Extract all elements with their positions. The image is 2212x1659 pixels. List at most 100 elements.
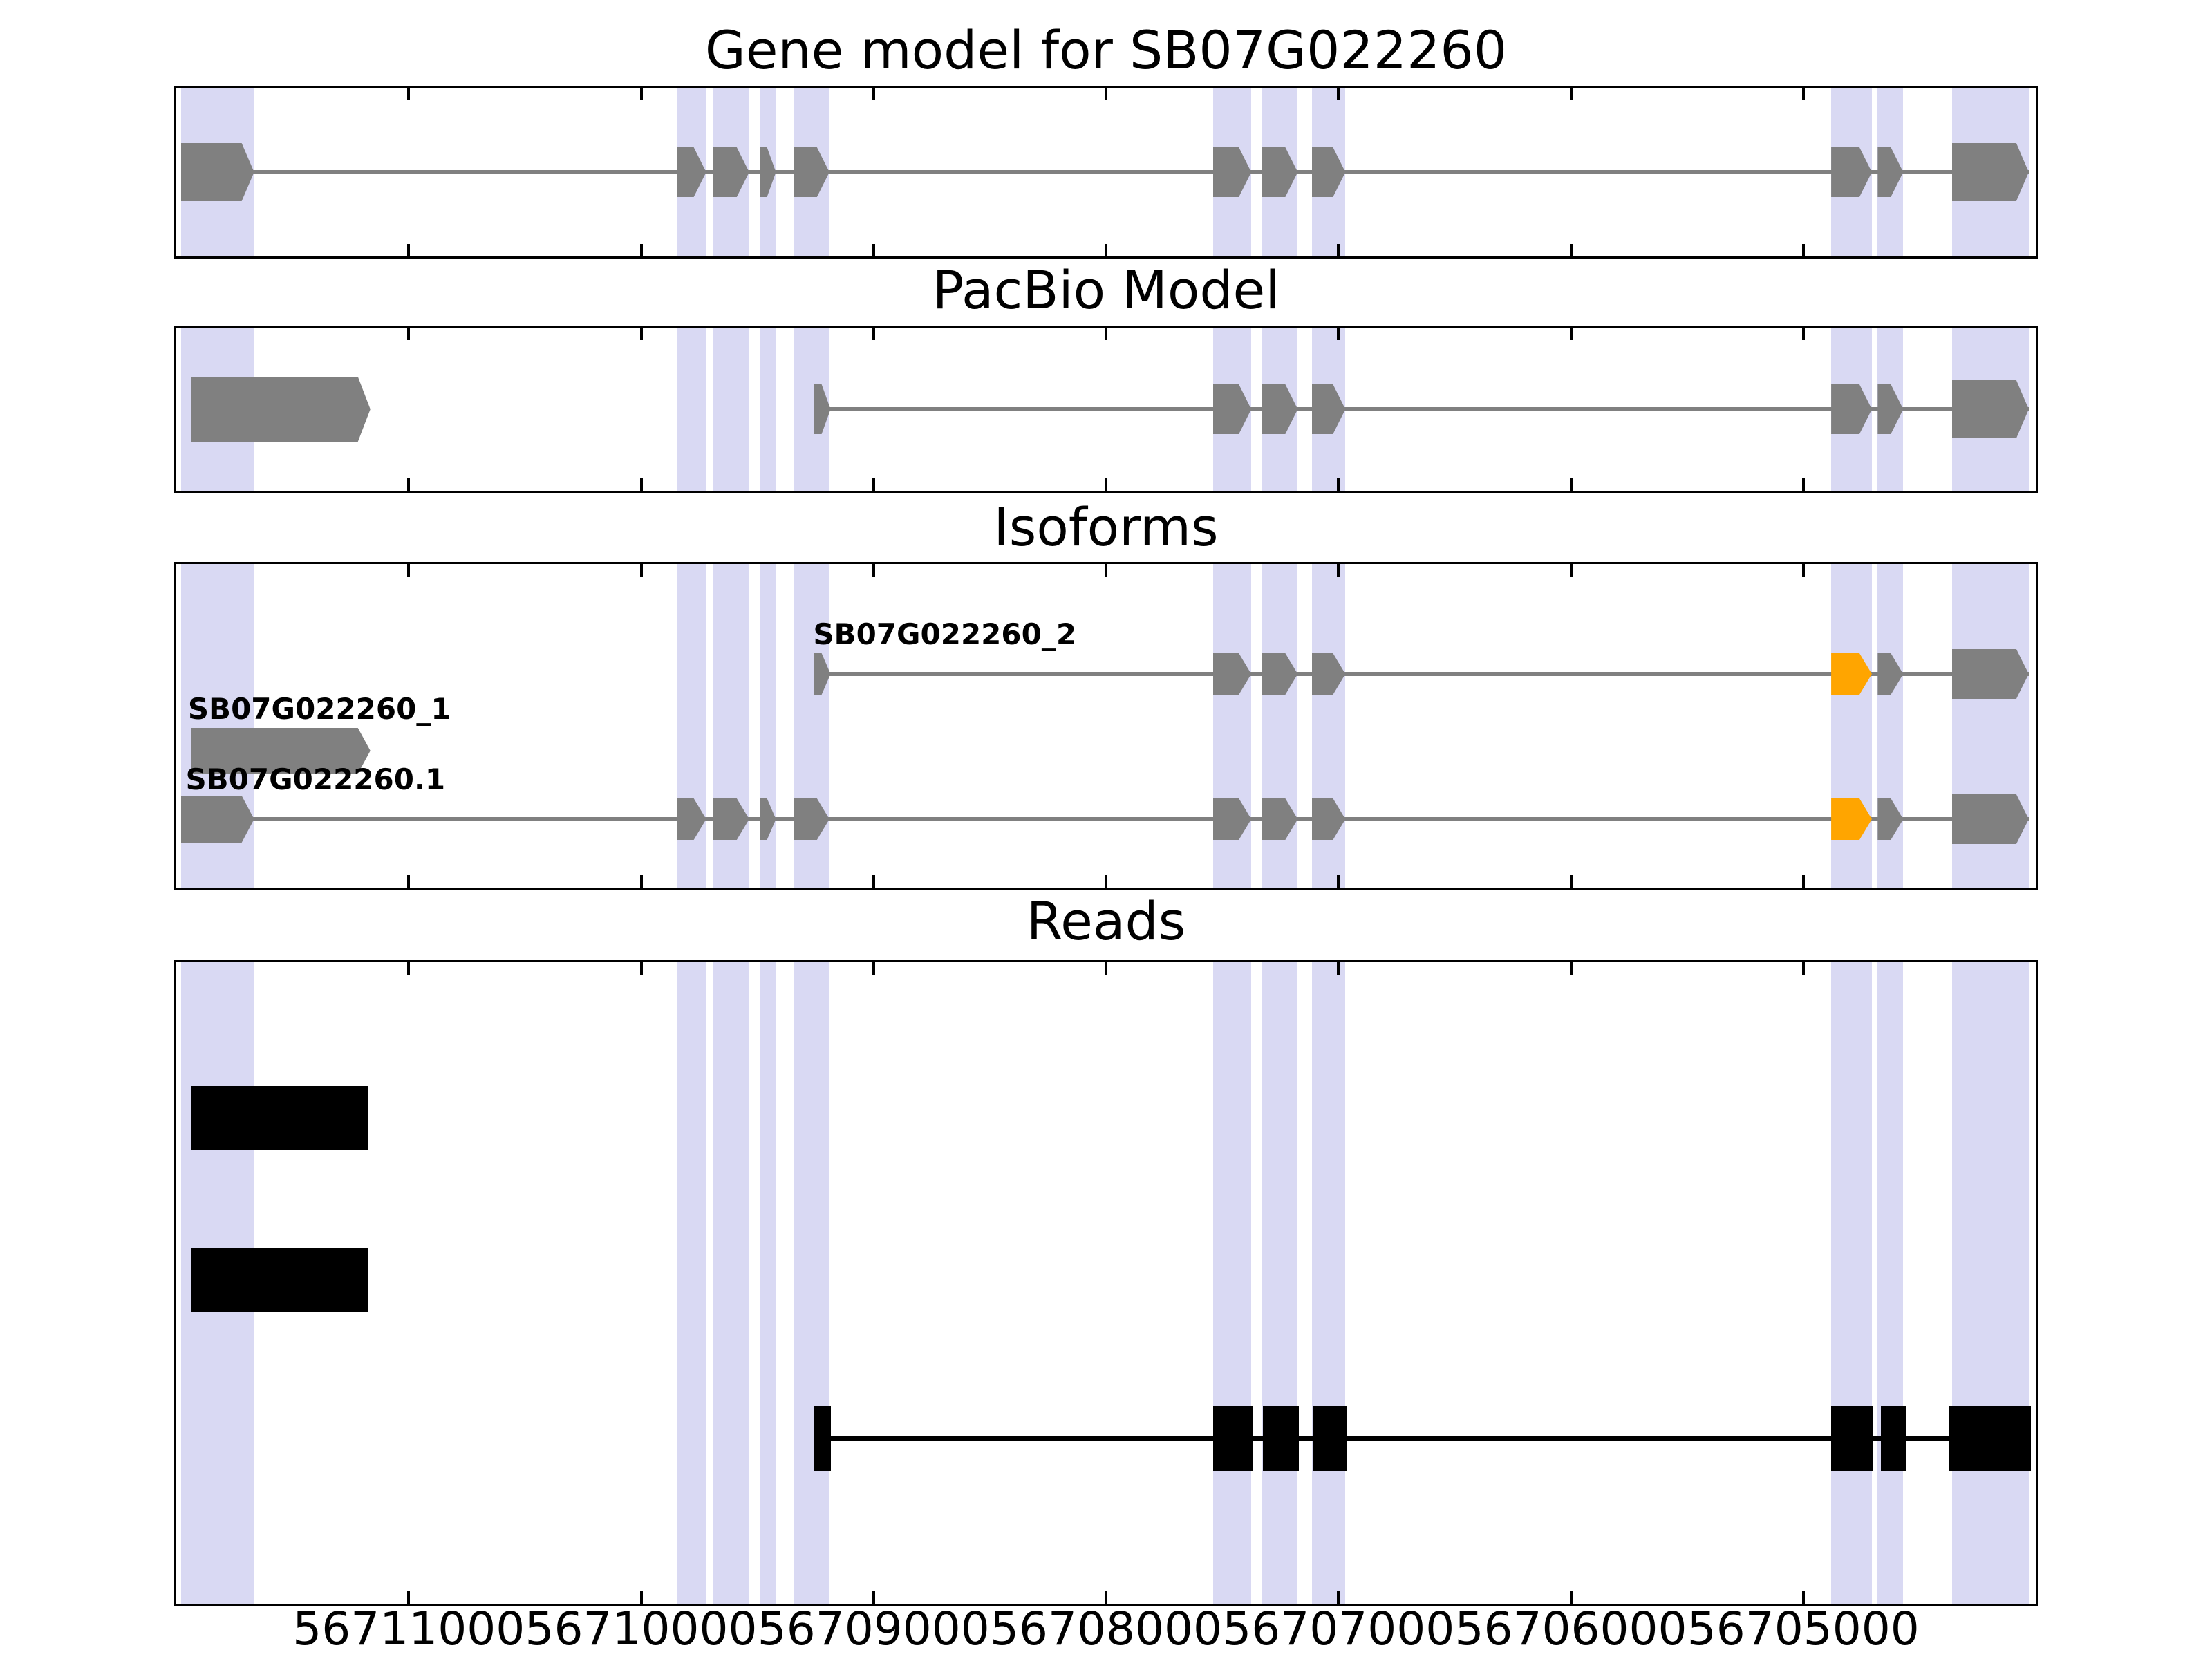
axis-tick	[407, 875, 411, 888]
panel-gene-model	[174, 86, 2038, 259]
isoform-label: SB07G022260_1	[187, 692, 451, 726]
highlight-band	[677, 328, 706, 491]
axis-tick	[1105, 1591, 1107, 1604]
axis-tick	[407, 564, 411, 577]
axis-tick	[1801, 564, 1805, 577]
axis-tick	[407, 478, 411, 491]
highlight-band	[677, 962, 706, 1604]
axis-tick	[1105, 478, 1107, 491]
axis-tick	[1569, 244, 1573, 256]
x-tick-label: 56706000	[1454, 1602, 1687, 1656]
axis-tick	[407, 1591, 411, 1604]
axis-tick	[1801, 88, 1805, 100]
axis-tick	[639, 1591, 643, 1604]
highlight-band	[1831, 962, 1872, 1604]
axis-tick	[1105, 328, 1107, 340]
intron-line	[180, 817, 2029, 821]
axis-tick	[872, 88, 875, 100]
axis-tick	[872, 1591, 875, 1604]
intron-line	[814, 672, 2029, 676]
panel-title-gene-model: Gene model for SB07G022260	[704, 19, 1508, 81]
x-tick-label: 56711000	[292, 1602, 525, 1656]
axis-tick	[872, 244, 875, 256]
axis-tick	[639, 88, 643, 100]
x-tick-label: 56707000	[1222, 1602, 1455, 1656]
axis-tick	[407, 962, 411, 975]
axis-tick	[407, 244, 411, 256]
axis-tick	[1337, 478, 1340, 491]
highlight-band	[1951, 962, 2029, 1604]
panel-isoforms: SB07G022260_2 SB07G022260_1 SB07G022260.1	[174, 562, 2038, 890]
axis-tick	[872, 328, 875, 340]
intron-line	[814, 1436, 2032, 1441]
axis-tick	[1569, 962, 1573, 975]
axis-tick	[1569, 478, 1573, 491]
highlight-band	[713, 328, 749, 491]
exon-block	[1951, 380, 2029, 438]
intron-line	[180, 170, 2029, 174]
exon-block	[1951, 794, 2029, 844]
panel-title-reads: Reads	[1026, 890, 1186, 952]
axis-tick	[1569, 328, 1573, 340]
axis-tick	[407, 328, 411, 340]
read-block	[1262, 1406, 1300, 1471]
axis-tick	[872, 962, 875, 975]
x-tick-label: 56705000	[1687, 1602, 1920, 1656]
axis-tick	[1801, 962, 1805, 975]
axis-tick	[639, 328, 643, 340]
panel-pacbio-model	[174, 326, 2038, 493]
axis-tick	[639, 564, 643, 577]
isoform-label: SB07G022260.1	[185, 762, 446, 796]
axis-tick	[1569, 88, 1573, 100]
x-tick-label: 56709000	[757, 1602, 990, 1656]
read-block	[1212, 1406, 1253, 1471]
highlight-band	[759, 328, 776, 491]
read-block	[191, 1248, 368, 1312]
axis-tick	[1801, 1591, 1805, 1604]
exon-block	[1951, 143, 2029, 201]
axis-tick	[1801, 875, 1805, 888]
highlight-band	[713, 962, 749, 1604]
exon-block	[180, 796, 254, 843]
axis-tick	[639, 875, 643, 888]
axis-tick	[1801, 478, 1805, 491]
axis-tick	[1569, 564, 1573, 577]
axis-tick	[1569, 1591, 1573, 1604]
axis-tick	[1337, 244, 1340, 256]
panel-reads	[174, 960, 2038, 1606]
axis-tick	[872, 564, 875, 577]
axis-tick	[407, 88, 411, 100]
axis-tick	[1105, 875, 1107, 888]
highlight-band	[759, 962, 776, 1604]
axis-tick	[1105, 88, 1107, 100]
axis-tick	[639, 244, 643, 256]
isoform-label: SB07G022260_2	[813, 617, 1077, 651]
read-block	[1313, 1406, 1347, 1471]
highlight-band	[1212, 962, 1252, 1604]
highlight-band	[1262, 962, 1298, 1604]
axis-tick	[1801, 328, 1805, 340]
axis-tick	[1337, 88, 1340, 100]
axis-tick	[1801, 244, 1805, 256]
x-tick-label: 56710000	[525, 1602, 758, 1656]
exon-block	[1951, 649, 2029, 699]
axis-tick	[1105, 962, 1107, 975]
axis-tick	[1337, 875, 1340, 888]
intron-line	[814, 407, 2029, 411]
highlight-band	[793, 962, 830, 1604]
exon-block	[180, 143, 254, 201]
read-block	[1948, 1406, 2032, 1471]
axis-tick	[872, 478, 875, 491]
axis-tick	[1337, 962, 1340, 975]
highlight-band	[1311, 962, 1346, 1604]
read-block	[191, 1086, 368, 1150]
exon-block	[191, 728, 371, 774]
x-tick-label: 56708000	[990, 1602, 1222, 1656]
axis-tick	[1569, 875, 1573, 888]
axis-tick	[1337, 1591, 1340, 1604]
axis-tick	[639, 962, 643, 975]
axis-tick	[1337, 328, 1340, 340]
panel-title-isoforms: Isoforms	[993, 496, 1219, 558]
axis-tick	[1105, 564, 1107, 577]
